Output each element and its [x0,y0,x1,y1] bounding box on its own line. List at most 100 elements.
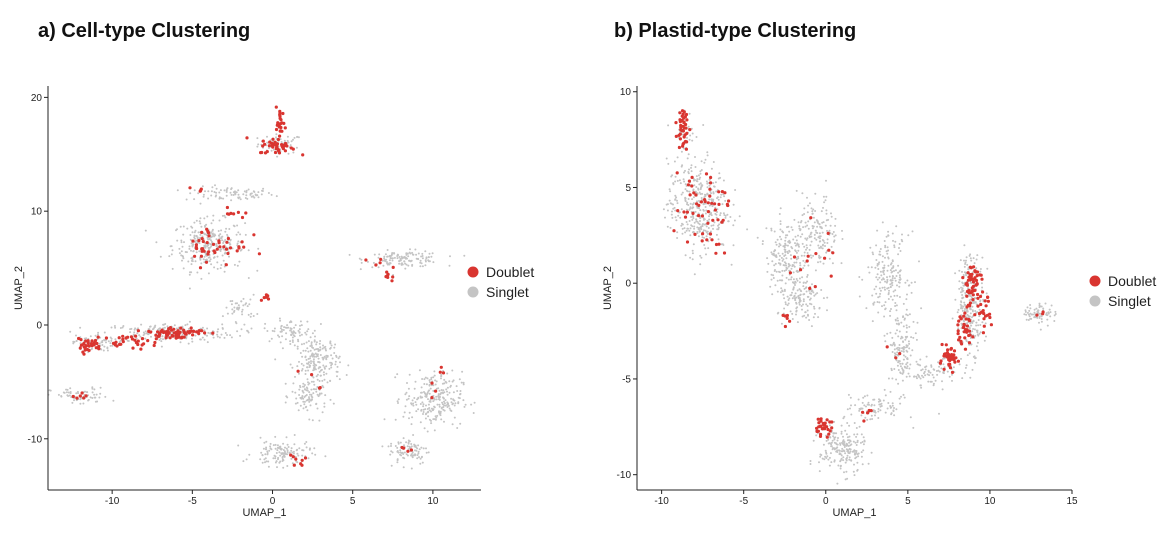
singlet-point [951,379,953,382]
singlet-point [890,271,893,274]
singlet-point [440,377,442,380]
singlet-point [218,197,221,200]
doublet-point [391,265,395,269]
singlet-point [704,247,707,250]
singlet-point [221,254,224,257]
singlet-point [287,326,290,329]
singlet-point [302,400,305,403]
legend-label-doublet: Doublet [1108,273,1156,289]
singlet-point [671,216,674,219]
singlet-point [792,278,795,281]
singlet-point [181,259,183,262]
singlet-point [964,372,966,374]
singlet-point [328,367,331,370]
singlet-point [274,447,277,450]
singlet-point [976,333,979,336]
singlet-point [1028,309,1031,312]
singlet-point [805,244,808,247]
doublet-point [133,338,137,342]
singlet-point [263,458,266,461]
singlet-point [832,435,835,438]
singlet-point [707,247,710,250]
singlet-point [898,285,901,288]
doublet-point [813,285,817,289]
singlet-point [870,414,873,417]
singlet-point [710,214,713,217]
singlet-point [185,251,188,254]
singlet-point [301,454,304,457]
singlet-point [191,231,194,234]
doublet-point [271,137,275,141]
singlet-point [784,239,787,242]
singlet-point [875,244,878,247]
singlet-point [1046,314,1049,317]
singlet-point [704,202,707,205]
doublet-point [402,446,406,450]
singlet-point [826,296,829,299]
singlet-point [920,307,923,310]
singlet-point [203,261,206,264]
singlet-point [891,351,894,353]
doublet-point [978,294,983,299]
singlet-point [887,257,890,260]
doublet-point [819,417,823,421]
singlet-point [669,190,672,193]
doublet-point [678,132,682,136]
singlet-point [683,171,685,174]
singlet-point [791,312,794,315]
singlet-point [811,227,814,230]
singlet-point [402,437,405,440]
doublet-point [965,305,969,309]
singlet-point [818,254,821,257]
singlet-point [788,297,791,300]
singlet-point [290,140,293,143]
singlet-point [785,234,787,237]
doublet-point [75,396,79,400]
singlet-point [1046,324,1049,327]
singlet-point [886,287,889,290]
singlet-point [833,459,836,462]
singlet-point [859,441,862,444]
singlet-point [462,399,465,402]
doublet-point [93,338,98,343]
singlet-point [819,453,822,456]
singlet-point [421,401,424,404]
singlet-point [236,302,238,305]
singlet-point [271,329,274,332]
singlet-point [878,403,881,406]
singlet-point [856,441,859,444]
singlet-point [701,184,704,187]
singlet-point [692,196,695,199]
singlet-point [185,198,188,201]
singlet-point [237,189,240,192]
singlet-point [951,373,953,376]
singlet-point [970,343,973,346]
singlet-point [422,413,424,415]
singlet-point [1029,304,1032,306]
singlet-point [688,220,691,222]
singlet-point [826,238,829,241]
singlet-point [291,339,294,342]
singlet-point [857,455,860,458]
singlet-point [846,477,849,480]
singlet-point [305,399,308,402]
singlet-point [715,233,718,236]
singlet-point [335,354,338,357]
doublet-point [820,427,824,431]
singlet-point [779,228,782,231]
singlet-point [969,298,972,301]
singlet-point [319,323,322,325]
singlet-point [971,330,974,333]
singlet-point [318,349,321,352]
singlet-point [68,394,71,397]
singlet-point [703,202,706,205]
singlet-point [806,224,809,227]
doublet-point [966,271,970,275]
singlet-point [830,441,833,444]
singlet-point [802,303,804,306]
doublet-point [827,432,831,436]
singlet-point [313,329,316,332]
doublet-point [982,311,986,316]
singlet-point [699,172,702,175]
singlet-point [1053,314,1056,317]
